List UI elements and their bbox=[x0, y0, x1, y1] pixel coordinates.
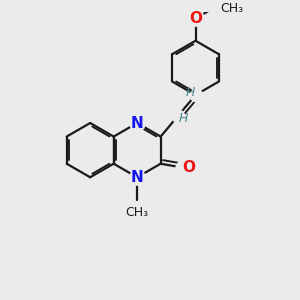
Text: H: H bbox=[186, 85, 195, 99]
Text: CH₃: CH₃ bbox=[126, 206, 149, 219]
Text: O: O bbox=[189, 11, 202, 26]
Text: CH₃: CH₃ bbox=[220, 2, 244, 15]
Text: H: H bbox=[178, 112, 188, 124]
Text: N: N bbox=[131, 170, 143, 185]
Text: O: O bbox=[182, 160, 195, 175]
Text: N: N bbox=[131, 116, 143, 130]
